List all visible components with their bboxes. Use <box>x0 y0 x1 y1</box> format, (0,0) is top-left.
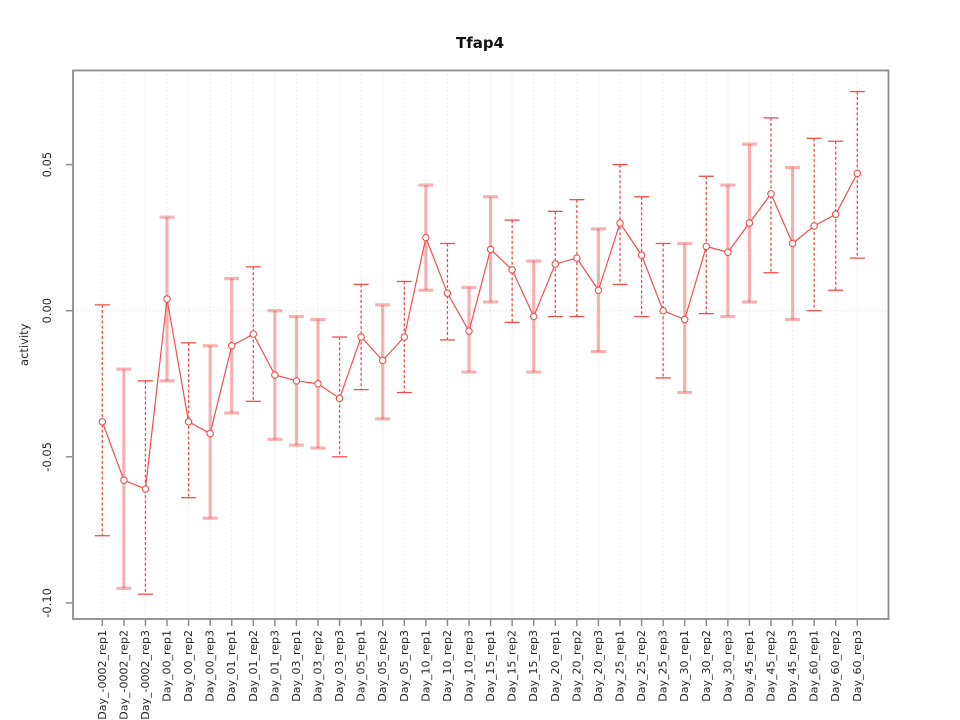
x-tick-label: Day_01_rep3 <box>268 630 281 702</box>
data-point <box>227 342 236 350</box>
x-tick-label: Day_01_rep1 <box>225 630 238 702</box>
y-axis: 0.05 0.00 -0.05 -0.10 activity <box>17 152 73 618</box>
data-point <box>120 476 128 484</box>
x-tick-label: Day_00_rep1 <box>161 630 174 702</box>
data-point <box>335 394 344 403</box>
plot-frame <box>72 69 890 620</box>
x-tick-label: Day_45_rep3 <box>786 630 799 702</box>
data-point <box>831 210 840 219</box>
y-tick-label: -0.05 <box>40 442 54 472</box>
data-point <box>853 169 862 178</box>
x-tick-label: Day_15_rep2 <box>506 630 519 702</box>
x-tick-label: Day_30_rep2 <box>700 630 713 702</box>
error-bar <box>181 342 197 499</box>
data-point <box>680 315 689 324</box>
data-point <box>400 333 409 341</box>
data-point <box>292 377 301 385</box>
y-tick-label: -0.10 <box>40 588 54 618</box>
x-tick-label: Day_-0002_rep1 <box>96 630 109 720</box>
data-point <box>314 380 322 388</box>
x-tick-label: Day_15_rep1 <box>484 630 497 702</box>
data-point <box>573 254 581 262</box>
x-tick-label: Day_60_rep2 <box>829 630 842 702</box>
data-point <box>378 356 387 365</box>
data-point <box>788 239 797 248</box>
x-tick-label: Day_00_rep2 <box>182 630 195 702</box>
data-point <box>529 312 538 321</box>
x-tick-label: Day_05_rep2 <box>376 630 389 702</box>
x-tick-label: Day_10_rep1 <box>419 630 432 702</box>
y-axis-title: activity <box>17 323 31 366</box>
data-point <box>357 333 365 341</box>
error-bar <box>245 266 261 402</box>
series-line <box>101 173 858 490</box>
data-point <box>616 219 624 227</box>
data-point <box>659 306 667 315</box>
x-tick-label: Day_03_rep1 <box>290 630 303 702</box>
error-bar <box>763 117 779 274</box>
x-tick-label: Day_03_rep2 <box>312 630 325 702</box>
data-point <box>422 233 430 242</box>
data-point <box>724 248 732 257</box>
data-point <box>271 371 279 379</box>
x-tick-label: Day_00_rep3 <box>204 630 217 702</box>
x-tick-label: Day_10_rep2 <box>441 630 454 702</box>
data-point <box>810 222 818 230</box>
chart-title: Tfap4 <box>456 34 504 52</box>
y-tick-label: 0.00 <box>40 298 54 324</box>
data-point <box>486 245 495 254</box>
data-point <box>163 295 171 303</box>
data-point <box>184 418 193 426</box>
data-point <box>206 429 214 438</box>
error-bar <box>655 242 671 379</box>
y-tick-label: 0.05 <box>40 152 54 178</box>
data-point <box>98 418 107 426</box>
x-tick-label: Day_05_rep1 <box>355 630 368 702</box>
data-point <box>745 219 754 227</box>
x-tick-label: Day_25_rep3 <box>657 630 670 702</box>
x-tick-label: Day_60_rep3 <box>851 630 864 702</box>
gridlines <box>73 70 889 619</box>
x-tick-label: Day_15_rep3 <box>527 630 540 702</box>
x-tick-label: Day_45_rep2 <box>765 630 778 702</box>
x-tick-label: Day_20_rep3 <box>592 630 605 702</box>
x-tick-label: Day_20_rep2 <box>570 630 583 702</box>
data-point <box>443 289 452 297</box>
x-tick-label: Day_30_rep1 <box>678 630 691 702</box>
x-tick-label: Day_25_rep2 <box>635 630 648 702</box>
data-point <box>767 190 775 198</box>
x-tick-label: Day_10_rep3 <box>463 630 476 702</box>
x-tick-label: Day_03_rep3 <box>333 630 346 702</box>
x-tick-label: Day_20_rep1 <box>549 630 562 702</box>
x-tick-label: Day_60_rep1 <box>808 630 821 702</box>
data-point <box>249 330 258 338</box>
data-point <box>141 485 150 493</box>
x-axis: Day_-0002_rep1 Day_-0002_rep2 Day_-0002_re… <box>96 619 864 720</box>
error-bar <box>806 137 822 312</box>
x-tick-label: Day_05_rep3 <box>398 630 411 702</box>
error-bar <box>504 219 520 324</box>
data-point <box>702 242 711 251</box>
x-tick-label: Day_30_rep3 <box>721 630 734 702</box>
x-tick-label: Day_-0002_rep3 <box>139 630 152 720</box>
data-point <box>508 266 516 274</box>
data-point <box>637 251 646 259</box>
error-bar <box>396 280 412 394</box>
x-tick-label: Day_25_rep1 <box>614 630 627 702</box>
x-tick-label: Day_-0002_rep2 <box>117 630 130 720</box>
data-point <box>465 327 473 335</box>
x-tick-label: Day_45_rep1 <box>743 630 756 702</box>
data-point <box>594 286 603 295</box>
x-tick-label: Day_01_rep2 <box>247 630 260 702</box>
data-point <box>551 260 560 268</box>
data-points <box>98 169 862 493</box>
